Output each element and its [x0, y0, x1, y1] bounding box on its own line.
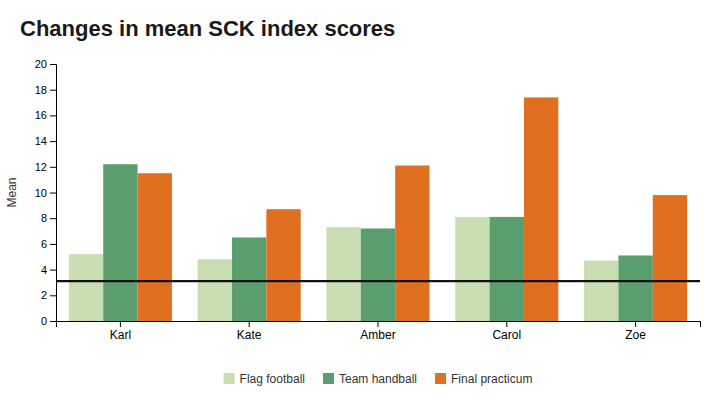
y-tick: 0	[41, 315, 56, 327]
bar	[326, 227, 360, 321]
y-tick-mark	[50, 167, 56, 168]
legend: Flag football Team handball Final practicu…	[224, 372, 533, 386]
x-tick-mark	[249, 321, 250, 327]
bar	[69, 254, 103, 321]
bar	[361, 228, 395, 321]
legend-label: Final practicum	[451, 372, 532, 386]
y-tick-label: 20	[35, 58, 47, 70]
y-tick-mark	[50, 141, 56, 142]
plot-area: 0 2 4 6 8 10 12 14 16 18 20 Karl Kate Amber Carol Zoe	[35, 58, 701, 342]
bar	[584, 261, 618, 321]
x-tick-mark	[120, 321, 121, 327]
legend-item: Final practicum	[435, 372, 532, 386]
y-tick: 18	[35, 84, 56, 96]
y-axis-title: Mean	[5, 177, 19, 207]
bar-series	[138, 97, 688, 321]
x-tick: Zoe	[625, 321, 646, 342]
x-tick-label: Amber	[360, 328, 395, 342]
chart-svg: Changes in mean SCK index scores 0 2 4 6 8 10 1…	[0, 0, 720, 405]
y-tick-mark	[50, 270, 56, 271]
x-tick-label: Karl	[110, 328, 131, 342]
y-tick-label: 18	[35, 84, 47, 96]
legend-item: Flag football	[224, 372, 305, 386]
y-tick-mark	[50, 295, 56, 296]
legend-label: Flag football	[240, 372, 305, 386]
y-tick: 20	[35, 58, 56, 70]
y-tick: 16	[35, 109, 56, 121]
y-tick-mark	[50, 90, 56, 91]
bar	[618, 255, 652, 321]
marks	[56, 97, 700, 321]
y-tick-label: 2	[41, 289, 47, 301]
x-tick: Carol	[492, 321, 521, 342]
x-axis-line	[57, 322, 701, 328]
y-tick-label: 8	[41, 212, 47, 224]
y-tick: 8	[41, 212, 56, 224]
x-tick: Amber	[360, 321, 395, 342]
bar	[653, 195, 687, 321]
x-tick: Karl	[110, 321, 131, 342]
y-tick: 10	[35, 187, 56, 199]
x-axis: Karl Kate Amber Carol Zoe	[57, 321, 701, 342]
bar	[490, 217, 524, 321]
bar	[103, 164, 137, 321]
bar	[232, 237, 266, 321]
y-tick-mark	[50, 244, 56, 245]
y-axis: 0 2 4 6 8 10 12 14 16 18 20	[35, 58, 57, 327]
reference-line	[56, 280, 700, 282]
bar	[395, 166, 429, 321]
y-tick-mark	[50, 321, 56, 322]
legend-swatch	[224, 373, 235, 384]
x-tick-mark	[635, 321, 636, 327]
x-tick-label: Kate	[237, 328, 262, 342]
y-tick-label: 4	[41, 264, 47, 276]
x-tick-mark	[378, 321, 379, 327]
y-tick-label: 14	[35, 135, 47, 147]
chart-title: Changes in mean SCK index scores	[20, 16, 395, 41]
y-tick-mark	[50, 193, 56, 194]
legend-swatch	[435, 373, 446, 384]
bar	[266, 209, 300, 321]
y-tick: 14	[35, 135, 56, 147]
bar-series	[103, 164, 653, 321]
y-tick-mark	[50, 115, 56, 116]
y-tick-label: 6	[41, 238, 47, 250]
bar	[198, 259, 232, 321]
y-tick: 2	[41, 289, 56, 301]
y-tick-label: 10	[35, 187, 47, 199]
legend-label: Team handball	[339, 372, 417, 386]
legend-swatch	[323, 373, 334, 384]
y-tick-label: 16	[35, 109, 47, 121]
y-tick: 4	[41, 264, 56, 276]
legend-item: Team handball	[323, 372, 417, 386]
y-tick: 12	[35, 161, 56, 173]
x-tick-mark	[506, 321, 507, 327]
y-tick-mark	[50, 218, 56, 219]
y-axis-line	[50, 65, 57, 322]
y-tick-label: 0	[41, 315, 47, 327]
x-tick: Kate	[237, 321, 262, 342]
bar	[455, 217, 489, 321]
x-tick-label: Zoe	[625, 328, 646, 342]
bar	[524, 97, 558, 321]
bar	[138, 173, 172, 321]
y-tick-label: 12	[35, 161, 47, 173]
y-tick-mark	[50, 64, 56, 65]
x-tick-label: Carol	[492, 328, 521, 342]
y-tick: 6	[41, 238, 56, 250]
